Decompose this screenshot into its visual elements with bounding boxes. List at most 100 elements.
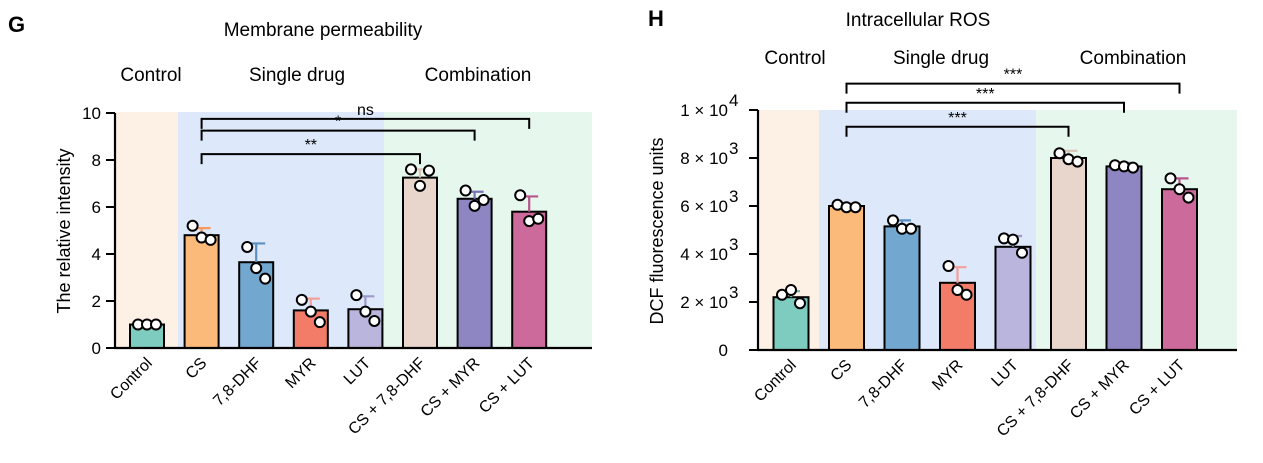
data-point: [414, 179, 426, 192]
x-tick-label: MYR: [929, 357, 966, 394]
significance-brackets: ** * ns: [200, 102, 531, 165]
comparison-bracket: [845, 82, 1181, 94]
comparison-bracket: [200, 129, 476, 141]
y-tick-label: 8: [92, 151, 101, 170]
comparison-bracket: [845, 125, 1070, 137]
y-tick-label: 1 × 10: [680, 101, 728, 120]
bar: [1161, 188, 1198, 351]
significance-label: **: [305, 137, 317, 154]
data-point: [887, 214, 899, 227]
y-tick-exponent: 4: [729, 91, 738, 110]
x-tick-label: LUT: [341, 355, 375, 389]
bars: [772, 157, 1198, 352]
x-tick-label: Control: [107, 355, 155, 403]
data-point: [423, 164, 435, 177]
panel-letter: G: [8, 12, 25, 37]
x-tick-label: 7,8-DHF: [210, 355, 265, 410]
bar: [456, 197, 493, 349]
data-point: [905, 222, 917, 235]
bar: [883, 225, 921, 351]
data-point: [1173, 183, 1186, 196]
significance-label: *: [335, 114, 341, 131]
data-point: [368, 314, 381, 327]
data-point: [241, 240, 254, 253]
y-tick-exponent: 3: [729, 235, 738, 254]
data-point: [350, 289, 363, 302]
data-point: [250, 262, 263, 275]
data-point: [1071, 155, 1084, 168]
panel-h: H Intracellular ROS Control Single drug …: [647, 6, 1237, 440]
significance-label: ns: [357, 102, 374, 119]
y-tick-label: 10: [82, 104, 101, 123]
x-tick-label: CS: [828, 357, 856, 385]
data-point: [313, 316, 326, 329]
chart-title: Intracellular ROS: [846, 10, 991, 31]
data-point: [405, 163, 417, 176]
bar: [1105, 165, 1143, 351]
x-tick-label: Control: [751, 357, 799, 405]
x-tick-labels: Control CS 7,8-DHF MYR LUT CS + 7,8-DHF …: [751, 357, 1188, 441]
data-point: [514, 189, 527, 202]
significance-label: ***: [1004, 67, 1023, 84]
panel-letter: H: [648, 6, 664, 31]
y-tick-exponent: 3: [729, 139, 738, 158]
group-label-control: Control: [764, 48, 825, 69]
data-point: [459, 184, 472, 197]
panel-g: G Membrane permeability Control Single d…: [8, 12, 592, 438]
data-point: [951, 284, 964, 296]
y-tick-label: 4: [92, 245, 101, 264]
comparison-bracket: [200, 117, 531, 129]
data-point: [295, 293, 308, 306]
data-point: [1127, 161, 1139, 174]
y-axis-label: The relative intensity: [54, 148, 74, 313]
group-label-single-drug: Single drug: [893, 48, 989, 69]
data-point: [150, 318, 162, 331]
axes: [756, 110, 1237, 352]
x-tick-label: CS + MYR: [1067, 357, 1133, 423]
group-label-single-drug: Single drug: [249, 65, 345, 86]
x-tick-label: MYR: [282, 355, 319, 392]
y-tick-label: 0: [92, 339, 101, 358]
data-points: [132, 163, 545, 331]
y-tick-label: 2 × 10: [680, 293, 728, 312]
data-point: [304, 305, 317, 318]
x-tick-labels: Control CS 7,8-DHF MYR LUT CS + 7,8-DHF …: [107, 355, 538, 439]
data-point: [1007, 233, 1019, 246]
data-point: [785, 284, 797, 296]
y-tick-label: 6 × 10: [680, 197, 728, 216]
data-point: [468, 199, 481, 212]
data-point: [849, 201, 862, 214]
y-axis-label: DCF fluorescence units: [647, 137, 667, 324]
y-tick-exponent: 3: [729, 187, 738, 206]
data-point: [186, 219, 199, 232]
comparison-bracket: [200, 153, 421, 165]
data-point: [942, 260, 955, 272]
significance-label: ***: [948, 110, 967, 127]
data-point: [960, 288, 973, 301]
significance-label: ***: [976, 86, 995, 103]
control-background: [115, 112, 178, 348]
data-point: [794, 297, 806, 310]
data-point: [477, 193, 490, 206]
bar: [183, 234, 220, 349]
y-tick-exponent: 3: [729, 283, 738, 302]
data-point: [532, 212, 545, 225]
data-point: [204, 233, 217, 246]
y-tick-label: 4 × 10: [680, 245, 728, 264]
x-tick-label: CS + MYR: [418, 355, 484, 421]
data-point: [1164, 172, 1177, 185]
x-tick-label: CS: [183, 355, 211, 383]
bar: [402, 176, 438, 349]
group-label-combination: Combination: [425, 65, 532, 86]
x-tick-label: CS + LUT: [1126, 357, 1188, 419]
group-label-combination: Combination: [1080, 48, 1187, 69]
bar: [994, 245, 1032, 351]
bar: [828, 205, 865, 351]
y-tick-label: 8 × 10: [680, 149, 728, 168]
bar: [511, 210, 548, 349]
group-label-control: Control: [120, 65, 181, 86]
comparison-bracket: [845, 101, 1125, 113]
data-point: [1053, 147, 1066, 160]
y-tick-label: 6: [92, 198, 101, 217]
